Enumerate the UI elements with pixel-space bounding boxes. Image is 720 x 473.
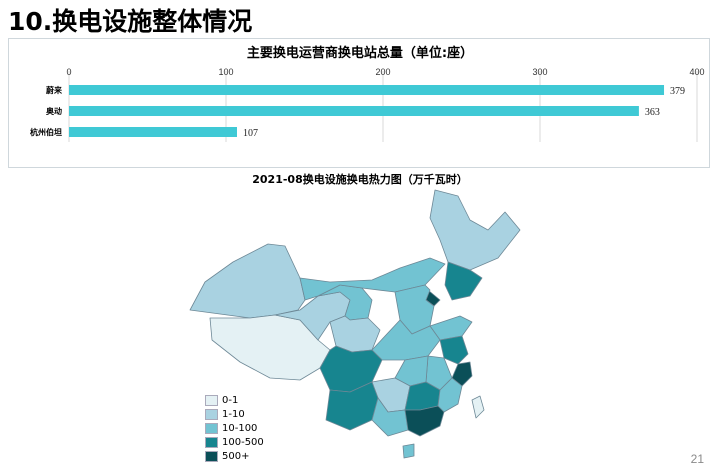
map-title: 2021-08换电设施换电热力图（万千瓦时） [252, 173, 468, 186]
data-label: 379 [670, 86, 685, 97]
x-tick-label: 100 [218, 67, 233, 77]
region-hainan [402, 443, 415, 459]
region-dongbei-north [429, 189, 521, 271]
bar-chart: 主要换电运营商换电站总量（单位:座） 0 100 200 300 400 蔚来 379 奥动 36… [30, 45, 705, 142]
legend-item: 100-500 [205, 436, 264, 449]
legend-swatch [205, 423, 218, 434]
legend-item: 0-1 [205, 394, 264, 407]
legend-label: 10-100 [222, 423, 258, 434]
x-tick-label: 200 [375, 67, 390, 77]
bar [69, 106, 639, 116]
bar-chart-panel: 主要换电运营商换电站总量（单位:座） 0 100 200 300 400 蔚来 379 奥动 36… [8, 38, 710, 168]
legend-item: 10-100 [205, 422, 264, 435]
region-liaoning [444, 261, 483, 301]
data-label: 363 [645, 107, 660, 118]
legend-label: 0-1 [222, 395, 239, 406]
legend-item: 500+ [205, 450, 264, 463]
category-label: 杭州伯坦 [30, 127, 62, 137]
data-label: 107 [243, 128, 258, 139]
legend-swatch [205, 395, 218, 406]
region-xinjiang [189, 243, 306, 319]
category-label: 蔚来 [46, 85, 63, 95]
legend-item: 1-10 [205, 408, 264, 421]
legend-label: 500+ [222, 451, 250, 462]
x-tick-label: 0 [66, 67, 71, 77]
region-taiwan [471, 395, 485, 419]
map-legend: 0-1 1-10 10-100 100-500 500+ [205, 394, 264, 464]
legend-swatch [205, 409, 218, 420]
legend-swatch [205, 437, 218, 448]
region-shanghai-zhejiang [451, 361, 473, 387]
category-label: 奥动 [45, 106, 62, 116]
region-jiangsu [439, 335, 469, 365]
x-tick-label: 300 [532, 67, 547, 77]
bar [69, 85, 665, 95]
legend-label: 1-10 [222, 409, 245, 420]
legend-swatch [205, 451, 218, 462]
region-guangdong [404, 405, 445, 437]
legend-label: 100-500 [222, 437, 264, 448]
bar-chart-title: 主要换电运营商换电站总量（单位:座） [247, 45, 473, 61]
page-title: 10.换电设施整体情况 [8, 7, 253, 36]
x-tick-label: 400 [689, 67, 704, 77]
page-number: 21 [690, 452, 704, 466]
bar [69, 127, 237, 137]
